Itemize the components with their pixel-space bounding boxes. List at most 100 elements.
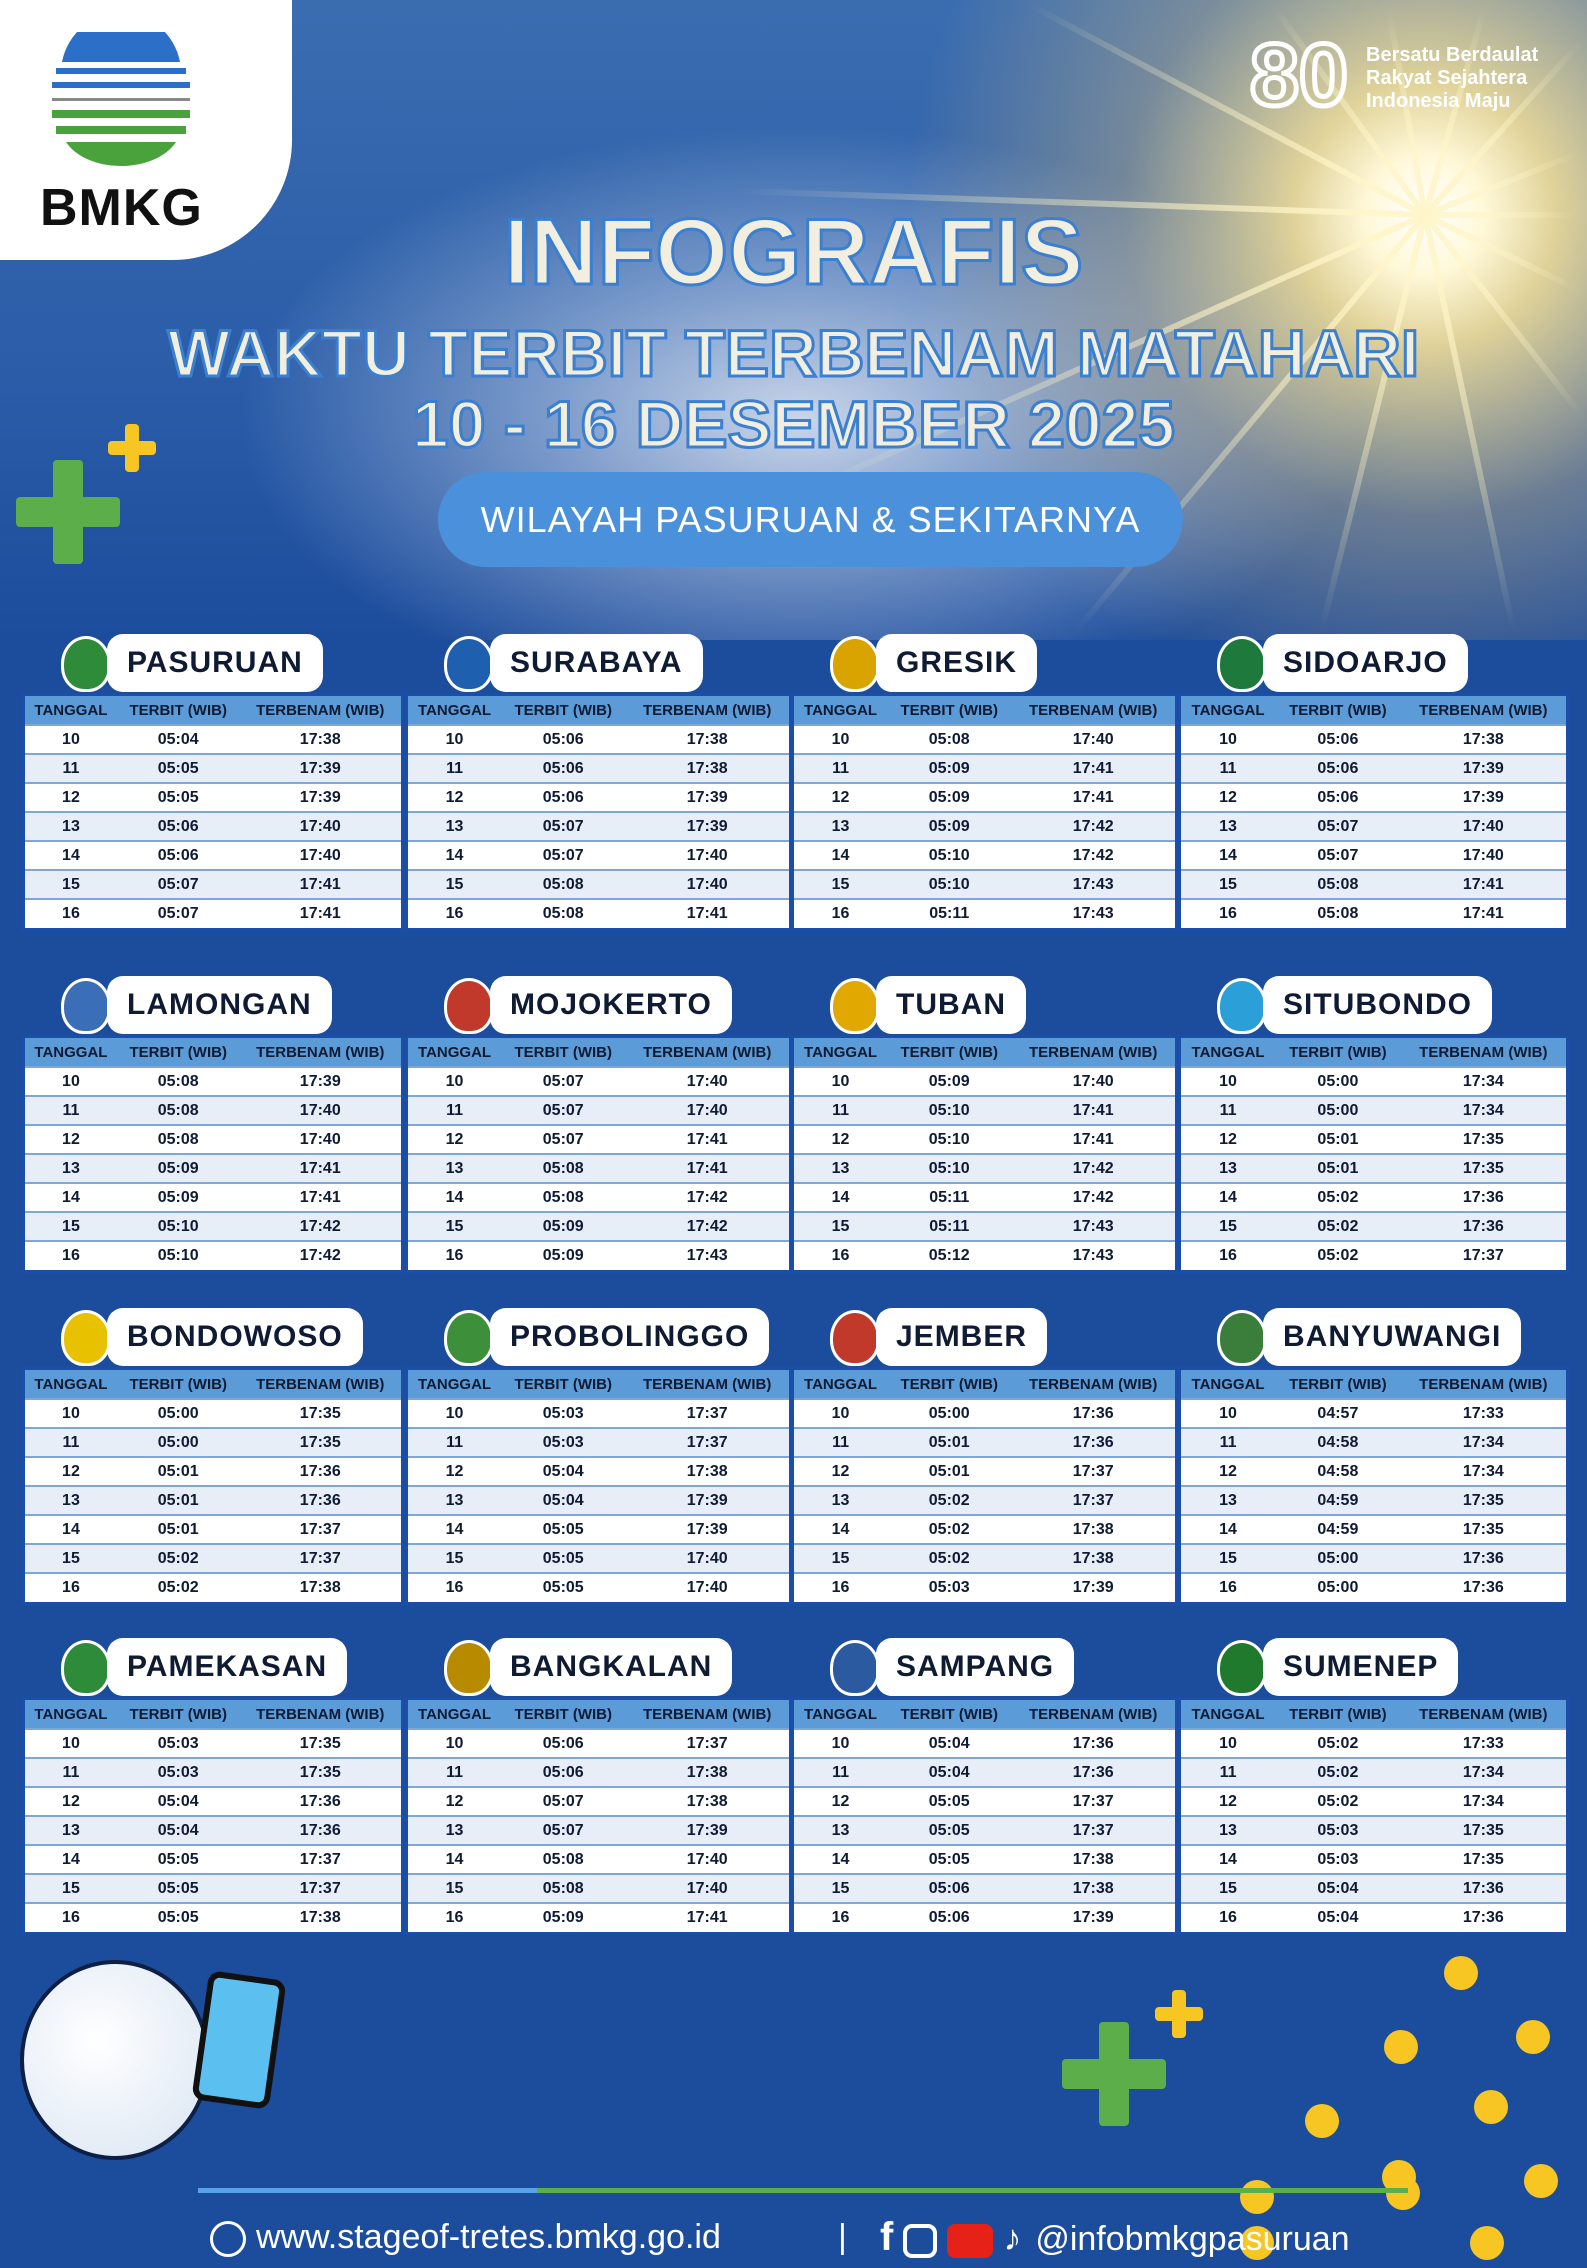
date-cell: 10 [1181, 1728, 1276, 1758]
regency-emblem-icon [1217, 636, 1267, 692]
table-row: 15 05:02 17:36 [1181, 1211, 1566, 1241]
sunrise-cell: 05:05 [501, 1543, 626, 1573]
date-cell: 10 [794, 1066, 888, 1096]
sunset-cell: 17:37 [1011, 1815, 1175, 1845]
facebook-icon[interactable]: f [880, 2215, 894, 2259]
sunset-cell: 17:35 [239, 1427, 401, 1457]
sunrise-cell: 05:05 [116, 1902, 240, 1932]
sunset-cell: 17:41 [625, 1153, 789, 1183]
table-header: TANGGAL TERBIT (WIB) TERBENAM (WIB) [1181, 1370, 1566, 1399]
tiktok-icon[interactable]: ♪ [1003, 2217, 1022, 2258]
date-cell: 10 [794, 1728, 888, 1758]
date-cell: 16 [794, 898, 888, 928]
sunset-cell: 17:41 [1011, 1124, 1175, 1154]
table-row: 12 05:01 17:36 [25, 1456, 401, 1486]
date-cell: 15 [1181, 1543, 1276, 1573]
date-cell: 14 [794, 1514, 888, 1544]
sun-times-table: TANGGAL TERBIT (WIB) TERBENAM (WIB) 10 05:03… [22, 1697, 404, 1935]
sunset-cell: 17:40 [625, 869, 789, 899]
sunset-cell: 17:41 [1011, 782, 1175, 812]
date-cell: 10 [25, 1066, 117, 1096]
sunrise-cell: 05:02 [1275, 1211, 1401, 1241]
sunrise-cell: 05:09 [116, 1182, 240, 1212]
sunrise-cell: 05:08 [501, 1844, 626, 1874]
column-header: TERBIT (WIB) [116, 1038, 240, 1067]
sunrise-cell: 05:08 [116, 1124, 240, 1154]
footer-website[interactable]: www.stageof-tretes.bmkg.go.id [210, 2214, 721, 2260]
sunrise-cell: 05:00 [116, 1427, 240, 1457]
date-cell: 14 [408, 1844, 502, 1874]
table-row: 15 05:06 17:38 [794, 1873, 1175, 1903]
region-name: MOJOKERTO [490, 976, 732, 1034]
regency-emblem-icon [61, 978, 111, 1034]
sunset-cell: 17:38 [625, 1786, 789, 1816]
sunset-cell: 17:42 [239, 1240, 401, 1270]
website-link[interactable]: www.stageof-tretes.bmkg.go.id [256, 2218, 721, 2256]
instagram-icon[interactable] [903, 2224, 938, 2259]
sunset-cell: 17:38 [1011, 1844, 1175, 1874]
sunset-cell: 17:36 [239, 1815, 401, 1845]
date-cell: 14 [25, 1844, 117, 1874]
date-cell: 10 [1181, 724, 1276, 754]
yellow-dot [1516, 2020, 1550, 2054]
title-date-range: 10 - 16 DESEMBER 2025 [410, 386, 1176, 463]
table-row: 15 05:10 17:42 [25, 1211, 401, 1241]
regency-emblem-icon [61, 636, 111, 692]
date-cell: 12 [1181, 1456, 1276, 1486]
column-header: TERBIT (WIB) [887, 696, 1012, 725]
sunset-cell: 17:40 [1400, 811, 1566, 841]
date-cell: 12 [1181, 1786, 1276, 1816]
table-row: 11 05:01 17:36 [794, 1427, 1175, 1457]
table-row: 14 05:07 17:40 [408, 840, 789, 870]
table-header: TANGGAL TERBIT (WIB) TERBENAM (WIB) [1181, 696, 1566, 725]
sunset-cell: 17:40 [239, 811, 401, 841]
date-cell: 15 [1181, 869, 1276, 899]
date-cell: 14 [1181, 1844, 1276, 1874]
table-header: TANGGAL TERBIT (WIB) TERBENAM (WIB) [408, 1700, 789, 1729]
logo-text: BMKG [40, 179, 203, 237]
youtube-icon[interactable] [947, 2224, 994, 2259]
date-cell: 14 [408, 1514, 502, 1544]
table-row: 14 05:08 17:40 [408, 1844, 789, 1874]
sunrise-cell: 05:00 [1275, 1572, 1401, 1602]
sunrise-cell: 05:00 [116, 1398, 240, 1428]
date-cell: 12 [1181, 782, 1276, 812]
sunrise-cell: 05:06 [501, 753, 626, 783]
sunrise-cell: 05:02 [887, 1514, 1012, 1544]
column-header: TANGGAL [794, 1370, 888, 1399]
sunset-cell: 17:35 [239, 1728, 401, 1758]
motto-line: Indonesia Maju [1366, 90, 1511, 112]
sunset-cell: 17:37 [625, 1728, 789, 1758]
sunset-cell: 17:43 [1011, 1211, 1175, 1241]
sunrise-cell: 05:02 [887, 1485, 1012, 1515]
region-situbondo: SITUBONDO TANGGAL TERBIT (WIB) TERBENAM (WI… [1178, 976, 1569, 1273]
column-header: TERBENAM (WIB) [239, 696, 401, 725]
sunrise-cell: 05:00 [1275, 1095, 1401, 1125]
date-cell: 11 [25, 1757, 117, 1787]
sunset-cell: 17:39 [239, 782, 401, 812]
sunset-cell: 17:42 [625, 1211, 789, 1241]
yellow-dot [1386, 2176, 1420, 2210]
column-header: TERBENAM (WIB) [1011, 696, 1175, 725]
sun-times-table: TANGGAL TERBIT (WIB) TERBENAM (WIB) 10 05:09… [791, 1035, 1178, 1273]
table-row: 15 05:05 17:37 [25, 1873, 401, 1903]
date-cell: 16 [794, 1240, 888, 1270]
sunset-cell: 17:39 [1011, 1902, 1175, 1932]
sunset-cell: 17:39 [625, 811, 789, 841]
sunrise-cell: 05:09 [887, 753, 1012, 783]
column-header: TERBENAM (WIB) [1011, 1038, 1175, 1067]
sunrise-cell: 05:11 [887, 898, 1012, 928]
table-row: 15 05:10 17:43 [794, 869, 1175, 899]
sunrise-cell: 05:03 [887, 1572, 1012, 1602]
regency-emblem-icon [61, 1310, 111, 1366]
date-cell: 11 [1181, 753, 1276, 783]
table-row: 11 05:09 17:41 [794, 753, 1175, 783]
sunset-cell: 17:36 [1400, 1182, 1566, 1212]
social-handle[interactable]: @infobmkgpasuruan [1035, 2220, 1350, 2258]
sunset-cell: 17:36 [1011, 1757, 1175, 1787]
sunset-cell: 17:34 [1400, 1757, 1566, 1787]
table-header: TANGGAL TERBIT (WIB) TERBENAM (WIB) [1181, 1038, 1566, 1067]
sunrise-cell: 05:11 [887, 1211, 1012, 1241]
column-header: TERBENAM (WIB) [625, 696, 789, 725]
date-cell: 14 [25, 1514, 117, 1544]
